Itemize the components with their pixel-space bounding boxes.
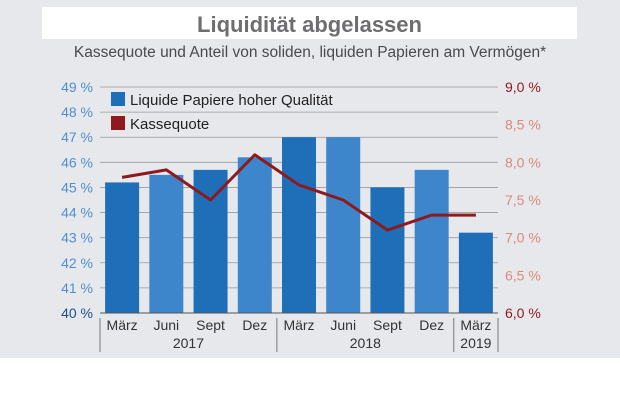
legend-swatch <box>111 92 125 106</box>
right-tick-label: 7,0 % <box>505 230 541 246</box>
right-tick-label: 8,5 % <box>505 117 541 133</box>
bar <box>458 232 493 313</box>
chart-title: Liquidität abgelassen <box>197 12 422 37</box>
x-tick-label: März <box>107 317 138 333</box>
year-label: 2017 <box>173 335 204 351</box>
bar <box>326 137 361 313</box>
left-tick-label: 40 % <box>61 305 93 321</box>
left-tick-label: 44 % <box>61 205 93 221</box>
left-tick-label: 47 % <box>61 129 93 145</box>
bar <box>414 169 449 313</box>
right-tick-label: 6,5 % <box>505 267 541 283</box>
bar <box>370 187 405 313</box>
x-tick-label: März <box>460 317 491 333</box>
x-tick-label: Sept <box>373 317 402 333</box>
x-tick-label: Dez <box>242 317 267 333</box>
legend-label: Liquide Papiere hoher Qualität <box>130 92 333 109</box>
left-tick-label: 49 % <box>61 79 93 95</box>
x-tick-label: Juni <box>153 317 179 333</box>
kassequote-line <box>121 153 476 232</box>
bar <box>149 174 184 313</box>
left-tick-label: 41 % <box>61 280 93 296</box>
left-tick-label: 43 % <box>61 230 93 246</box>
legend-swatch <box>111 116 125 130</box>
x-tick-label: Juni <box>330 317 356 333</box>
title-band: Liquidität abgelassen <box>42 7 577 39</box>
year-label: 2019 <box>460 335 491 351</box>
left-tick-label: 48 % <box>61 104 93 120</box>
bar <box>282 137 316 313</box>
left-tick-label: 45 % <box>61 179 93 195</box>
x-tick-label: Dez <box>419 317 444 333</box>
left-tick-label: 42 % <box>61 255 93 271</box>
right-tick-label: 8,0 % <box>505 154 541 170</box>
right-tick-label: 7,5 % <box>505 192 541 208</box>
right-tick-label: 9,0 % <box>505 79 541 95</box>
legend-label: Kassequote <box>130 116 209 133</box>
bar <box>105 182 140 313</box>
bar <box>237 157 272 313</box>
chart-subtitle: Kassequote und Anteil von soliden, liqui… <box>73 44 547 61</box>
year-label: 2018 <box>350 335 381 351</box>
left-tick-label: 46 % <box>61 154 93 170</box>
x-tick-label: März <box>283 317 314 333</box>
x-tick-label: Sept <box>196 317 225 333</box>
right-tick-label: 6,0 % <box>505 305 541 321</box>
